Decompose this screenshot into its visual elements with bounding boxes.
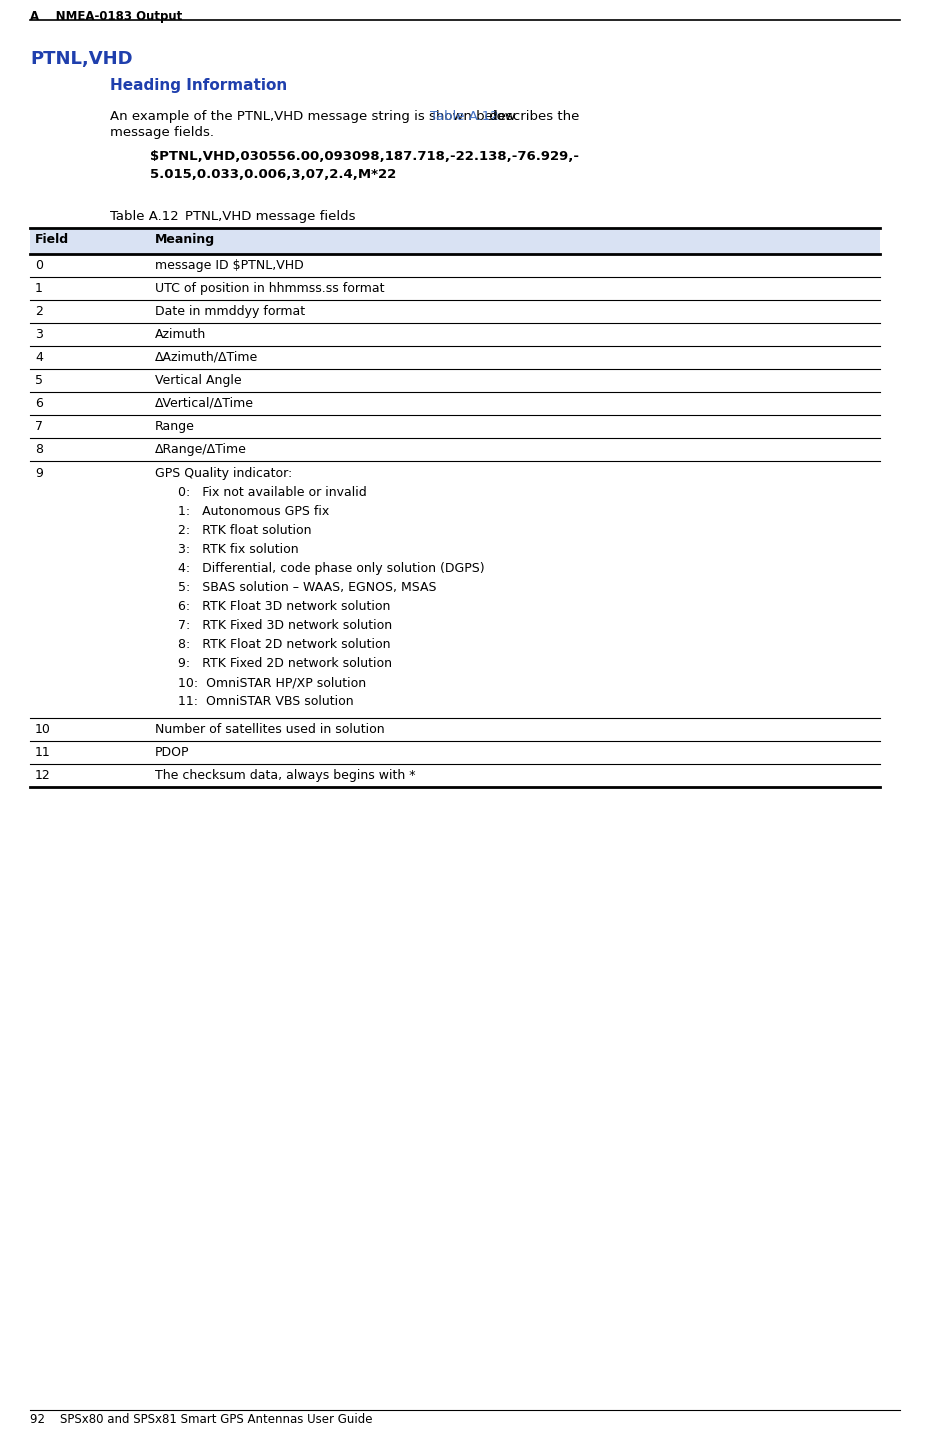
Text: Vertical Angle: Vertical Angle (155, 375, 242, 388)
Text: 10: 10 (35, 724, 51, 736)
Text: ΔAzimuth/ΔTime: ΔAzimuth/ΔTime (155, 350, 259, 365)
Text: 1: 1 (35, 282, 43, 295)
Text: Heading Information: Heading Information (110, 79, 287, 93)
Text: 5:   SBAS solution – WAAS, EGNOS, MSAS: 5: SBAS solution – WAAS, EGNOS, MSAS (178, 581, 436, 593)
Text: Meaning: Meaning (155, 233, 215, 246)
Text: 9:   RTK Fixed 2D network solution: 9: RTK Fixed 2D network solution (178, 656, 392, 671)
Text: Azimuth: Azimuth (155, 327, 206, 340)
Text: 3: 3 (35, 327, 43, 340)
Text: 9: 9 (35, 468, 43, 480)
Text: 5: 5 (35, 375, 43, 388)
Text: Date in mmddyy format: Date in mmddyy format (155, 305, 305, 317)
FancyBboxPatch shape (30, 227, 880, 255)
Text: message ID $PTNL,VHD: message ID $PTNL,VHD (155, 259, 304, 272)
Text: message fields.: message fields. (110, 126, 214, 139)
Text: 1:   Autonomous GPS fix: 1: Autonomous GPS fix (178, 505, 329, 518)
Text: The checksum data, always begins with *: The checksum data, always begins with * (155, 769, 416, 782)
Text: 4: 4 (35, 350, 43, 365)
Text: 7: 7 (35, 420, 43, 433)
Text: PDOP: PDOP (155, 746, 190, 759)
Text: 2: 2 (35, 305, 43, 317)
Text: 12: 12 (35, 769, 51, 782)
Text: Table A.12: Table A.12 (110, 210, 179, 223)
Text: Range: Range (155, 420, 195, 433)
Text: describes the: describes the (485, 110, 579, 123)
Text: Field: Field (35, 233, 69, 246)
Text: $PTNL,VHD,030556.00,093098,187.718,-22.138,-76.929,-: $PTNL,VHD,030556.00,093098,187.718,-22.1… (150, 150, 579, 163)
Text: PTNL,VHD: PTNL,VHD (30, 50, 133, 69)
Text: 0:   Fix not available or invalid: 0: Fix not available or invalid (178, 486, 366, 499)
Text: 8:   RTK Float 2D network solution: 8: RTK Float 2D network solution (178, 638, 391, 651)
Text: An example of the PTNL,VHD message string is shown below.: An example of the PTNL,VHD message strin… (110, 110, 523, 123)
Text: 3:   RTK fix solution: 3: RTK fix solution (178, 543, 299, 556)
Text: 5.015,0.033,0.006,3,07,2.4,M*22: 5.015,0.033,0.006,3,07,2.4,M*22 (150, 167, 396, 182)
Text: 8: 8 (35, 443, 43, 456)
Text: 6: 6 (35, 398, 43, 410)
Text: 7:   RTK Fixed 3D network solution: 7: RTK Fixed 3D network solution (178, 619, 392, 632)
Text: ΔVertical/ΔTime: ΔVertical/ΔTime (155, 398, 254, 410)
Text: A    NMEA-0183 Output: A NMEA-0183 Output (30, 10, 182, 23)
Text: 0: 0 (35, 259, 43, 272)
Text: 2:   RTK float solution: 2: RTK float solution (178, 523, 312, 538)
Text: UTC of position in hhmmss.ss format: UTC of position in hhmmss.ss format (155, 282, 384, 295)
Text: 6:   RTK Float 3D network solution: 6: RTK Float 3D network solution (178, 601, 391, 613)
Text: ΔRange/ΔTime: ΔRange/ΔTime (155, 443, 246, 456)
Text: Table A.12: Table A.12 (431, 110, 498, 123)
Text: 11:  OmniSTAR VBS solution: 11: OmniSTAR VBS solution (178, 695, 353, 708)
Text: PTNL,VHD message fields: PTNL,VHD message fields (168, 210, 355, 223)
Text: GPS Quality indicator:: GPS Quality indicator: (155, 468, 292, 480)
Text: 11: 11 (35, 746, 51, 759)
Text: 10:  OmniSTAR HP/XP solution: 10: OmniSTAR HP/XP solution (178, 676, 366, 689)
Text: Number of satellites used in solution: Number of satellites used in solution (155, 724, 385, 736)
Text: 4:   Differential, code phase only solution (DGPS): 4: Differential, code phase only solutio… (178, 562, 485, 575)
Text: 92    SPSx80 and SPSx81 Smart GPS Antennas User Guide: 92 SPSx80 and SPSx81 Smart GPS Antennas … (30, 1413, 373, 1426)
